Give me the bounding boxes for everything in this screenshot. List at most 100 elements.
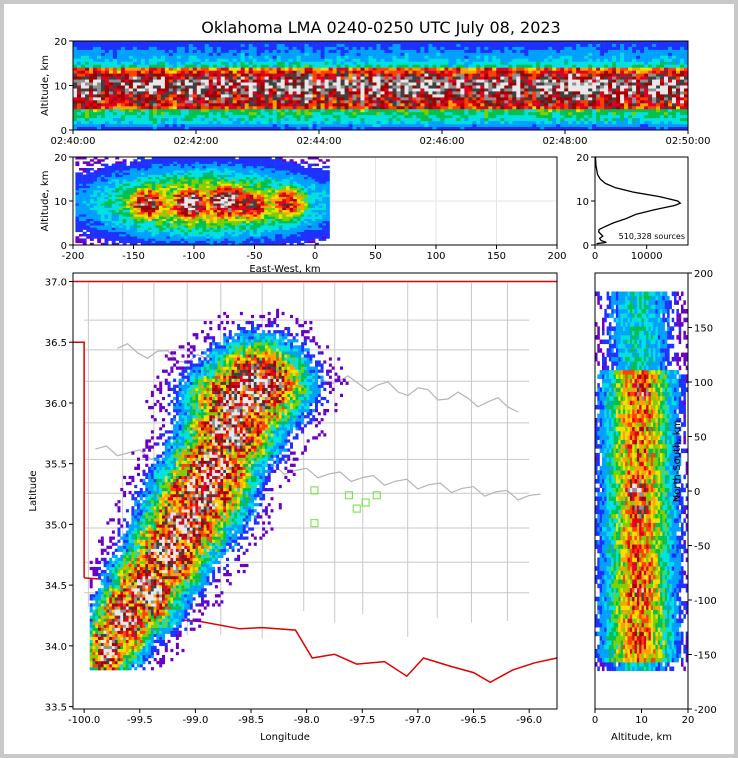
time-height-cell (93, 44, 98, 48)
time-height-cell (392, 94, 397, 98)
time-height-cell (148, 97, 154, 101)
time-height-cell (356, 115, 361, 119)
time-height-cell (484, 79, 489, 83)
time-height-cell (81, 52, 86, 57)
time-height-cell (288, 124, 293, 128)
time-height-cell (292, 109, 297, 113)
time-height-cell (560, 41, 565, 45)
time-height-cell (480, 67, 485, 71)
time-height-cell (388, 100, 393, 104)
time-height-cell (188, 121, 194, 125)
time-height-cell (644, 124, 649, 128)
time-height-cell (216, 41, 222, 45)
time-height-cell (77, 67, 82, 71)
time-height-cell (588, 121, 593, 125)
time-height-cell (556, 46, 561, 51)
time-height-cell (280, 106, 285, 110)
time-height-cell (344, 55, 349, 60)
time-height-cell (336, 49, 341, 54)
time-height-cell (516, 115, 521, 119)
time-height-cell (440, 118, 445, 122)
time-height-cell (588, 58, 593, 63)
time-height-cell (672, 67, 677, 71)
time-height-cell (424, 52, 429, 57)
time-height-cell (116, 76, 122, 80)
time-height-cell (536, 58, 541, 63)
time-height-cell (284, 85, 289, 89)
time-height-cell (660, 118, 665, 122)
east-west-cell (97, 223, 102, 226)
time-height-cell (432, 82, 437, 86)
time-height-cell (528, 103, 533, 107)
time-height-cell (368, 79, 373, 83)
time-height-cell (392, 41, 397, 45)
time-height-cell (172, 88, 178, 92)
time-height-cell (116, 70, 122, 74)
time-height-cell (568, 58, 573, 63)
time-height-cell (332, 103, 337, 107)
time-height-cell (300, 94, 305, 98)
time-height-cell (352, 94, 357, 98)
time-height-cell (424, 73, 429, 77)
time-height-cell (144, 88, 150, 92)
time-height-cell (528, 88, 533, 92)
time-height-cell (488, 44, 493, 48)
east-west-cell (100, 220, 105, 224)
time-height-cell (268, 58, 273, 63)
time-height-cell (168, 41, 174, 45)
east-west-cell (82, 216, 87, 219)
time-height-cell (272, 103, 277, 107)
east-west-cell (82, 185, 87, 189)
time-height-cell (320, 97, 325, 101)
time-height-cell (500, 121, 505, 125)
time-height-cell (224, 88, 230, 92)
time-height-cell (176, 76, 182, 80)
time-height-cell (376, 55, 381, 60)
time-height-cell (73, 106, 78, 110)
time-height-cell (228, 106, 233, 110)
time-height-cell (200, 76, 206, 80)
time-height-cell (548, 121, 553, 125)
time-height-cell (640, 97, 645, 101)
time-height-cell (636, 115, 641, 119)
time-height-cell (524, 88, 529, 92)
time-height-cell (208, 112, 214, 116)
time-height-cell (204, 103, 210, 107)
time-height-cell (232, 55, 237, 60)
time-height-cell (348, 118, 353, 122)
time-height-cell (85, 49, 90, 54)
time-height-cell (596, 88, 601, 92)
time-height-cell (644, 41, 649, 45)
time-height-cell (520, 61, 525, 66)
time-height-cell (416, 49, 421, 54)
time-height-cell (540, 79, 545, 83)
time-height-cell (664, 46, 669, 51)
time-height-cell (81, 109, 86, 113)
east-west-cell (86, 223, 91, 226)
time-height-cell (276, 76, 281, 80)
time-height-cell (592, 79, 597, 83)
time-height-cell (352, 103, 357, 107)
time-height-cell (472, 121, 477, 125)
time-height-cell (664, 52, 669, 57)
time-height-cell (664, 85, 669, 89)
time-height-cell (364, 52, 369, 57)
time-height-cell (340, 46, 345, 51)
time-height-cell (184, 58, 190, 63)
time-height-cell (73, 121, 78, 125)
time-height-cell (480, 82, 485, 86)
time-height-cell (444, 46, 449, 51)
time-height-cell (384, 94, 389, 98)
time-height-cell (584, 58, 589, 63)
time-height-cell (524, 82, 529, 86)
time-height-cell (652, 61, 657, 66)
time-height-cell (456, 44, 461, 48)
east-west-cell (79, 216, 83, 219)
time-height-cell (160, 109, 166, 113)
time-height-cell (640, 49, 645, 54)
time-height-cell (608, 124, 613, 128)
time-height-cell (436, 88, 441, 92)
time-height-cell (392, 73, 397, 77)
time-height-cell (432, 124, 437, 128)
time-height-cell (476, 46, 481, 51)
